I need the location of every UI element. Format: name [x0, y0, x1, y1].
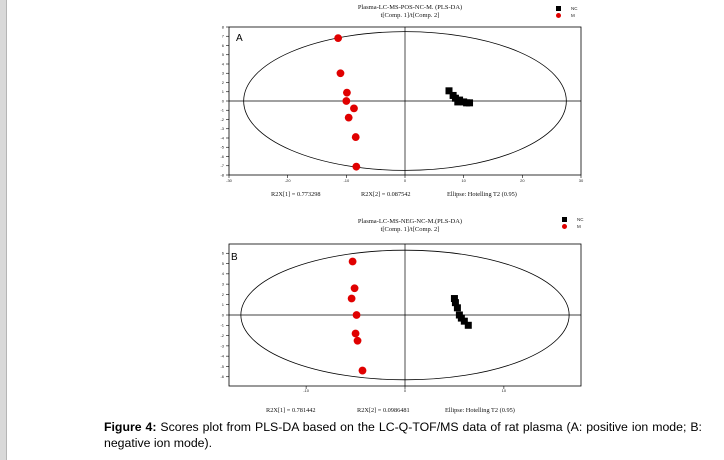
- panel-a-legend: NC M: [556, 5, 578, 19]
- legend-nc-label: NC: [577, 217, 584, 222]
- page-margin-rule: [0, 0, 7, 460]
- nc-point: [445, 87, 453, 95]
- y-tick-label: 5: [222, 52, 225, 57]
- x-tick-label: 30: [579, 178, 584, 183]
- m-point: [350, 104, 358, 113]
- nc-point: [450, 295, 458, 303]
- nc-point: [464, 321, 472, 329]
- legend-m-label: M: [577, 224, 581, 229]
- panel-a-r2x2: R2X[2] = 0.087542: [361, 191, 411, 198]
- panel-a-score-plot: -30 -20 -10 0 10 20 30876543210-1-2-3-4-5-6-7-…: [220, 24, 584, 183]
- y-tick-label: -1: [220, 108, 224, 113]
- panel-a-title-line2: t[Comp. 1]/t[Comp. 2]: [380, 12, 440, 19]
- y-tick-label: 3: [222, 282, 225, 287]
- panel-b-title: Plasma-LC-MS-NEG-NC-M.(PLS-DA) t[Comp. 1…: [260, 218, 560, 234]
- m-point: [351, 329, 360, 338]
- x-tick-label: -10: [303, 388, 310, 393]
- nc-point: [466, 99, 474, 107]
- legend-m-circle-icon: [562, 224, 567, 229]
- x-tick-label: 10: [502, 388, 507, 393]
- nc-point: [454, 98, 462, 106]
- y-tick-label: -4: [220, 354, 224, 359]
- y-tick-label: 3: [222, 71, 225, 76]
- y-tick-label: 0: [222, 98, 225, 103]
- m-point: [358, 366, 367, 375]
- y-tick-label: 0: [222, 312, 225, 317]
- m-point: [342, 97, 351, 105]
- m-point: [334, 34, 343, 42]
- y-tick-label: -5: [220, 145, 224, 150]
- panel-letter: A: [236, 33, 243, 44]
- panel-a-title: Plasma-LC-MS-POS-NC-M. (PLS-DA) t[Comp. …: [260, 4, 560, 20]
- figure-caption: Figure 4: Scores plot from PLS-DA based …: [104, 419, 702, 451]
- y-tick-label: 8: [222, 24, 225, 29]
- hotelling-t2-ellipse: [243, 31, 567, 171]
- legend-nc-square-icon: [556, 6, 561, 11]
- m-point: [350, 284, 359, 293]
- x-tick-label: 0: [404, 178, 407, 183]
- panel-b-legend: NC M: [562, 216, 584, 230]
- panel-letter: B: [231, 252, 238, 263]
- nc-point: [451, 94, 459, 102]
- y-tick-label: 6: [222, 43, 225, 48]
- panel-a-r2x1: R2X[1] = 0.773298: [271, 191, 321, 198]
- m-point: [351, 133, 360, 141]
- panel-b-title-line1: Plasma-LC-MS-NEG-NC-M.(PLS-DA): [357, 218, 463, 225]
- caption-text: Scores plot from PLS-DA based on the LC-…: [104, 420, 702, 450]
- m-point: [352, 311, 361, 319]
- x-tick-label: -20: [285, 178, 292, 183]
- legend-m-label: M: [571, 13, 575, 18]
- y-tick-label: -3: [220, 126, 224, 131]
- x-tick-label: 20: [520, 178, 525, 183]
- m-point: [344, 113, 353, 122]
- y-tick-label: 2: [222, 80, 225, 85]
- y-tick-label: -2: [220, 117, 224, 122]
- x-tick-label: -30: [226, 178, 233, 183]
- y-tick-label: 1: [222, 89, 225, 94]
- y-tick-label: 6: [222, 251, 225, 256]
- panel-b-r2x1: R2X[1] = 0.781442: [266, 407, 316, 414]
- legend-nc-label: NC: [571, 6, 578, 11]
- y-tick-label: 2: [222, 292, 225, 297]
- m-point: [353, 336, 362, 345]
- x-tick-label: 0: [404, 388, 407, 393]
- y-tick-label: -6: [220, 374, 224, 379]
- nc-point: [453, 304, 461, 312]
- m-point: [343, 88, 351, 97]
- panel-b-title-line2: t[Comp. 1]/t[Comp. 2]: [380, 226, 440, 233]
- panel-b-r2x2: R2X[2] = 0.0986481: [357, 407, 410, 414]
- m-point: [352, 162, 361, 171]
- y-tick-label: 1: [222, 302, 225, 307]
- y-tick-label: -3: [220, 343, 224, 348]
- y-tick-label: -4: [220, 135, 224, 140]
- legend-nc-square-icon: [562, 217, 567, 222]
- nc-point: [451, 299, 459, 307]
- y-tick-label: 5: [222, 261, 225, 266]
- legend-m-circle-icon: [556, 13, 561, 18]
- y-tick-label: 4: [222, 61, 225, 66]
- y-tick-label: -6: [220, 154, 224, 159]
- m-point: [348, 257, 357, 266]
- y-tick-label: -1: [220, 323, 224, 328]
- y-tick-label: -2: [220, 333, 224, 338]
- hotelling-t2-ellipse: [240, 249, 570, 381]
- m-point: [336, 69, 345, 78]
- x-tick-label: -10: [343, 178, 350, 183]
- y-tick-label: -7: [220, 163, 224, 168]
- m-point: [347, 294, 356, 303]
- y-tick-label: 7: [222, 34, 225, 39]
- x-tick-label: 10: [461, 178, 466, 183]
- y-tick-label: -8: [220, 172, 224, 177]
- y-tick-label: -5: [220, 364, 224, 369]
- nc-point: [460, 317, 468, 325]
- panel-a-ellipse-label: Ellipse: Hotelling T2 (0.95): [447, 191, 517, 198]
- y-tick-label: 4: [222, 271, 225, 276]
- panel-b-ellipse-label: Ellipse: Hotelling T2 (0.95): [445, 407, 515, 414]
- caption-label: Figure 4:: [104, 420, 157, 434]
- panel-a-title-line1: Plasma-LC-MS-POS-NC-M. (PLS-DA): [357, 4, 463, 11]
